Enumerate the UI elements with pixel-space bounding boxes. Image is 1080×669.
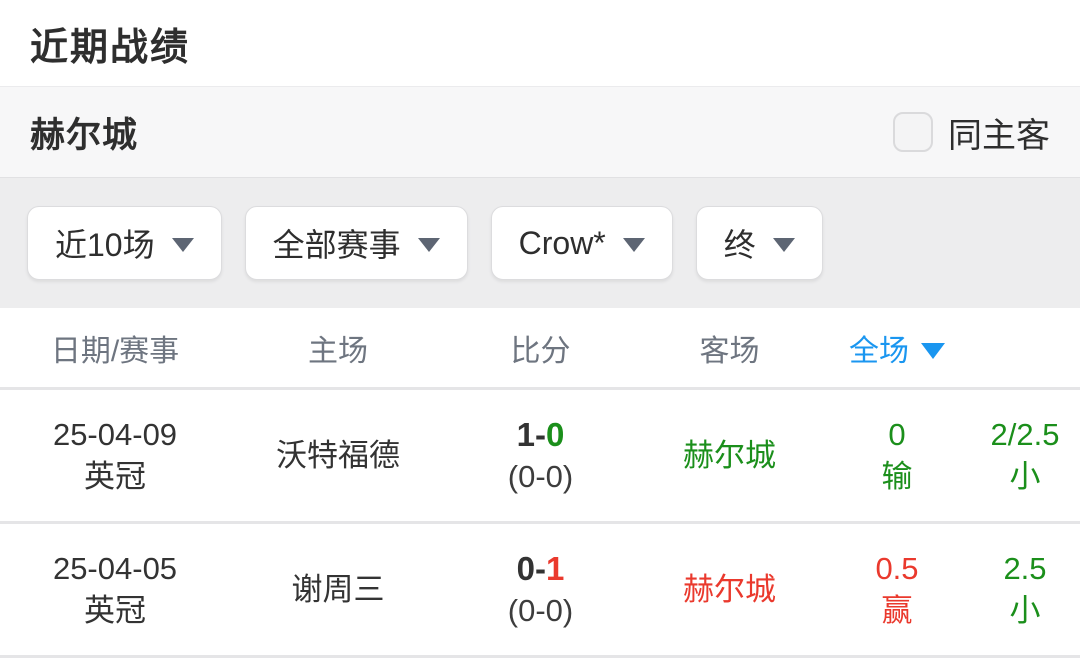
filter-bar: 近10场 全部赛事 Crow* 终 [0,177,1080,308]
home-score: 0 [516,549,535,587]
column-header-date-competition: 日期/赛事 [50,334,180,368]
match-date: 25-04-09 [52,416,178,452]
cell-over-under: 2/2.5 小 [970,390,1080,521]
handicap-value: 0 [888,416,906,452]
team-bar: 赫尔城 同主客 [0,87,1080,177]
filter-odds-time-dropdown[interactable]: 终 [695,206,823,280]
cell-home-team: 谢周三 [230,524,446,655]
home-team-name: 谢周三 [291,571,385,607]
away-score: 1 [546,549,565,587]
chevron-down-icon [417,238,440,252]
title-bar: 近期战绩 [0,0,1080,87]
handicap-result: 输 [881,458,913,494]
away-team-name: 赫尔城 [683,437,776,473]
over-under-value: 2/2.5 [990,416,1060,452]
fulltime-score: 1-0 [517,414,565,456]
filter-odds-time-label: 终 [723,227,756,263]
table-row[interactable]: 25-04-05 英冠 谢周三 0-1 (0-0) 赫尔城 0.5 赢 2.5 [0,524,1080,658]
chevron-down-icon [622,238,645,252]
handicap-value: 0.5 [875,550,919,586]
filter-bookmaker-label: Crow* [518,224,606,261]
column-header-fulltime-label: 全场 [849,334,909,368]
column-header-home: 主场 [308,334,368,368]
column-header-fulltime-sort[interactable]: 全场 [824,308,970,387]
over-under-result: 小 [1009,458,1041,494]
cell-away-team: 赫尔城 [635,524,824,655]
score-separator: - [535,549,546,587]
cell-handicap: 0.5 赢 [824,524,970,655]
away-team-name: 赫尔城 [683,571,776,607]
filter-bookmaker-dropdown[interactable]: Crow* [490,206,673,280]
cell-date-competition: 25-04-09 英冠 [0,390,230,521]
match-date: 25-04-05 [52,550,178,586]
home-team-name: 沃特福德 [276,437,400,473]
cell-away-team: 赫尔城 [635,390,824,521]
table-header-row: 日期/赛事 主场 比分 客场 全场 [0,308,1080,390]
column-header-away: 客场 [699,334,760,368]
cell-score: 1-0 (0-0) [446,390,635,521]
filter-competition-dropdown[interactable]: 全部赛事 [244,206,468,280]
sort-desc-icon [921,342,945,359]
score-separator: - [535,415,546,453]
filter-match-range-label: 近10场 [55,227,155,263]
filter-competition-label: 全部赛事 [272,227,401,263]
column-header-score: 比分 [510,334,571,368]
halftime-score: (0-0) [507,458,574,494]
cell-handicap: 0 输 [824,390,970,521]
home-score: 1 [516,415,535,453]
cell-home-team: 沃特福德 [230,390,446,521]
column-header-spacer [970,308,1080,387]
cell-score: 0-1 (0-0) [446,524,635,655]
over-under-result: 小 [1009,592,1041,628]
competition-name: 英冠 [84,592,146,628]
chevron-down-icon [772,238,795,252]
cell-over-under: 2.5 小 [970,524,1080,655]
handicap-result: 赢 [881,592,913,628]
away-score: 0 [546,415,565,453]
results-table: 日期/赛事 主场 比分 客场 全场 25-04-09 英冠 沃特福德 1-0 [0,308,1080,658]
halftime-score: (0-0) [507,592,574,628]
same-home-away-checkbox[interactable] [893,112,933,152]
chevron-down-icon [171,238,194,252]
cell-date-competition: 25-04-05 英冠 [0,524,230,655]
selected-team-name: 赫尔城 [30,115,139,155]
filter-match-range-dropdown[interactable]: 近10场 [27,206,222,280]
page-title: 近期战绩 [30,26,191,69]
over-under-value: 2.5 [1003,550,1047,586]
same-home-away-label: 同主客 [948,116,1050,155]
fulltime-score: 0-1 [517,548,565,590]
table-row[interactable]: 25-04-09 英冠 沃特福德 1-0 (0-0) 赫尔城 0 输 2/2.5 [0,390,1080,524]
same-home-away-toggle[interactable]: 同主客 [893,108,1050,157]
competition-name: 英冠 [84,458,146,494]
